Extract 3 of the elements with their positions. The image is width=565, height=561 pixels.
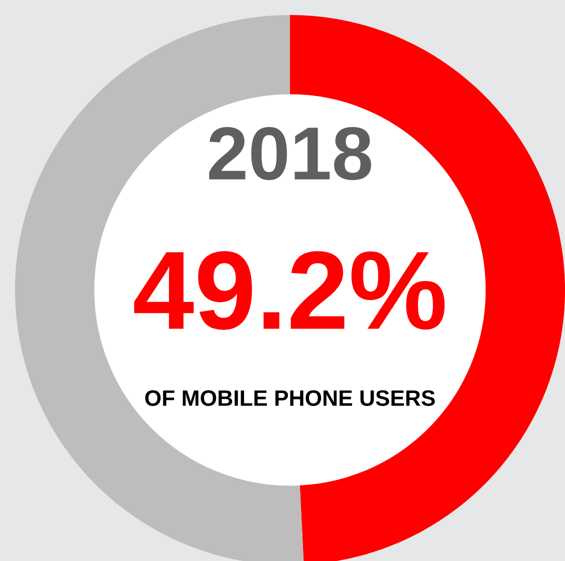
text: OF MOBILE PHONE USERS [145,390,435,406]
text: 2018 [209,127,372,180]
text: 49.2% [134,251,445,330]
